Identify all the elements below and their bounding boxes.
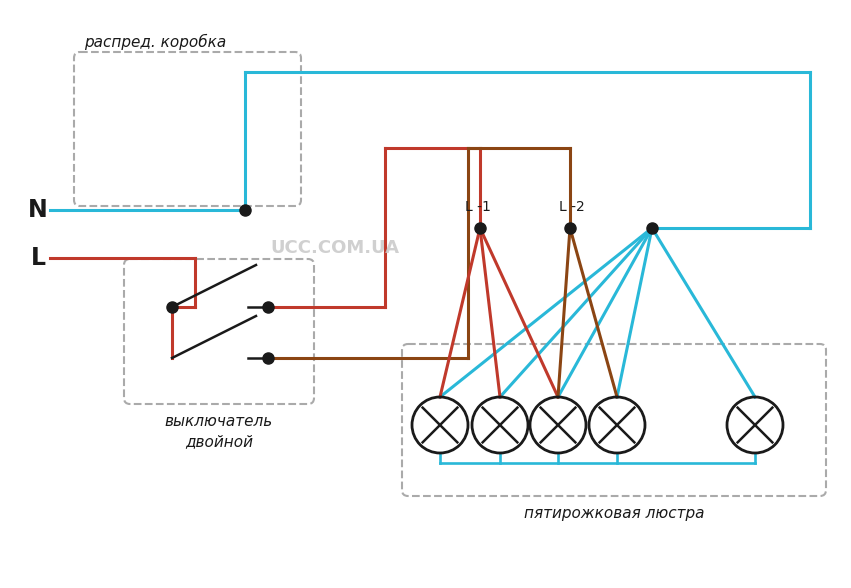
Text: N: N (28, 198, 48, 222)
Text: UCC.COM.UA: UCC.COM.UA (271, 239, 399, 257)
Text: L: L (31, 246, 45, 270)
Text: пятирожковая люстра: пятирожковая люстра (523, 506, 705, 521)
Text: распред. коробка: распред. коробка (84, 34, 226, 50)
Text: двойной: двойной (185, 434, 253, 449)
Text: L -2: L -2 (559, 200, 585, 214)
Text: выключатель: выключатель (165, 414, 273, 429)
Text: L -1: L -1 (465, 200, 491, 214)
